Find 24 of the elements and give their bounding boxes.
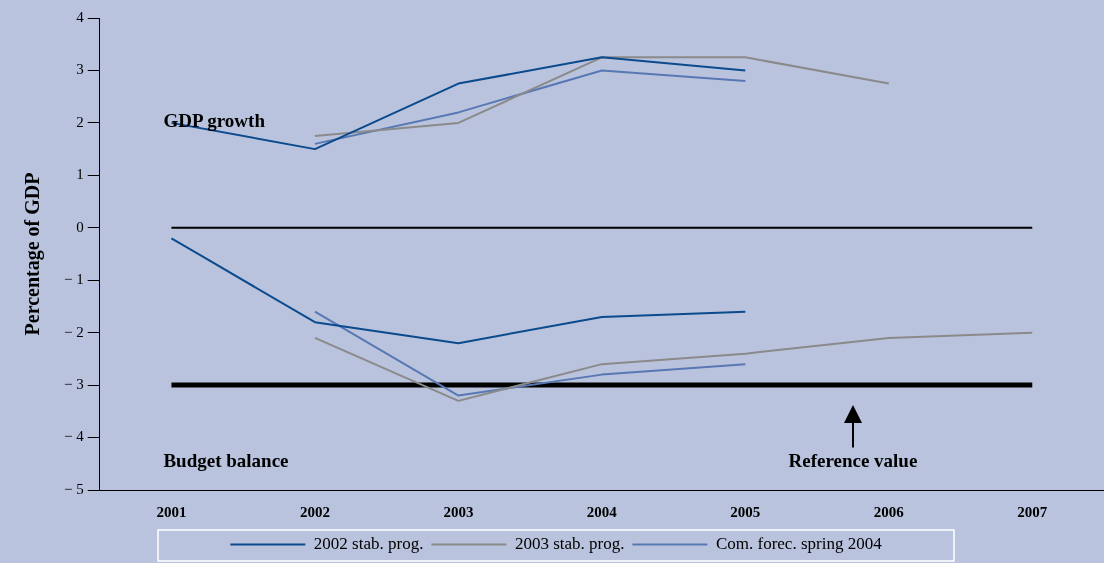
annotation: GDP growth: [163, 109, 266, 131]
x-tick-label: 2001: [156, 503, 187, 520]
y-tick-label: 4: [76, 8, 85, 25]
annotation: Budget balance: [163, 449, 289, 471]
y-tick-label: − 1: [63, 271, 84, 288]
y-tick-label: − 2: [63, 323, 84, 340]
y-tick-label: 1: [76, 166, 84, 183]
y-axis-title: Percentage of GDP: [21, 172, 45, 336]
y-tick-label: 0: [76, 218, 84, 235]
legend-label: 2003 stab. prog.: [514, 533, 625, 553]
y-tick-label: − 5: [63, 480, 84, 497]
legend-label: 2002 stab. prog.: [313, 533, 424, 553]
y-tick-label: − 3: [63, 376, 84, 393]
x-tick-label: 2007: [1017, 503, 1048, 520]
x-tick-label: 2006: [873, 503, 905, 520]
x-tick-label: 2002: [299, 503, 330, 520]
y-tick-label: 3: [76, 61, 84, 78]
x-tick-label: 2003: [443, 503, 474, 520]
legend-label: Com. forec. spring 2004: [715, 533, 883, 553]
y-tick-label: − 4: [63, 428, 85, 445]
y-tick-label: 2: [76, 113, 84, 130]
x-tick-label: 2005: [730, 503, 761, 520]
annotation: Reference value: [788, 449, 918, 471]
x-tick-label: 2004: [586, 503, 618, 520]
